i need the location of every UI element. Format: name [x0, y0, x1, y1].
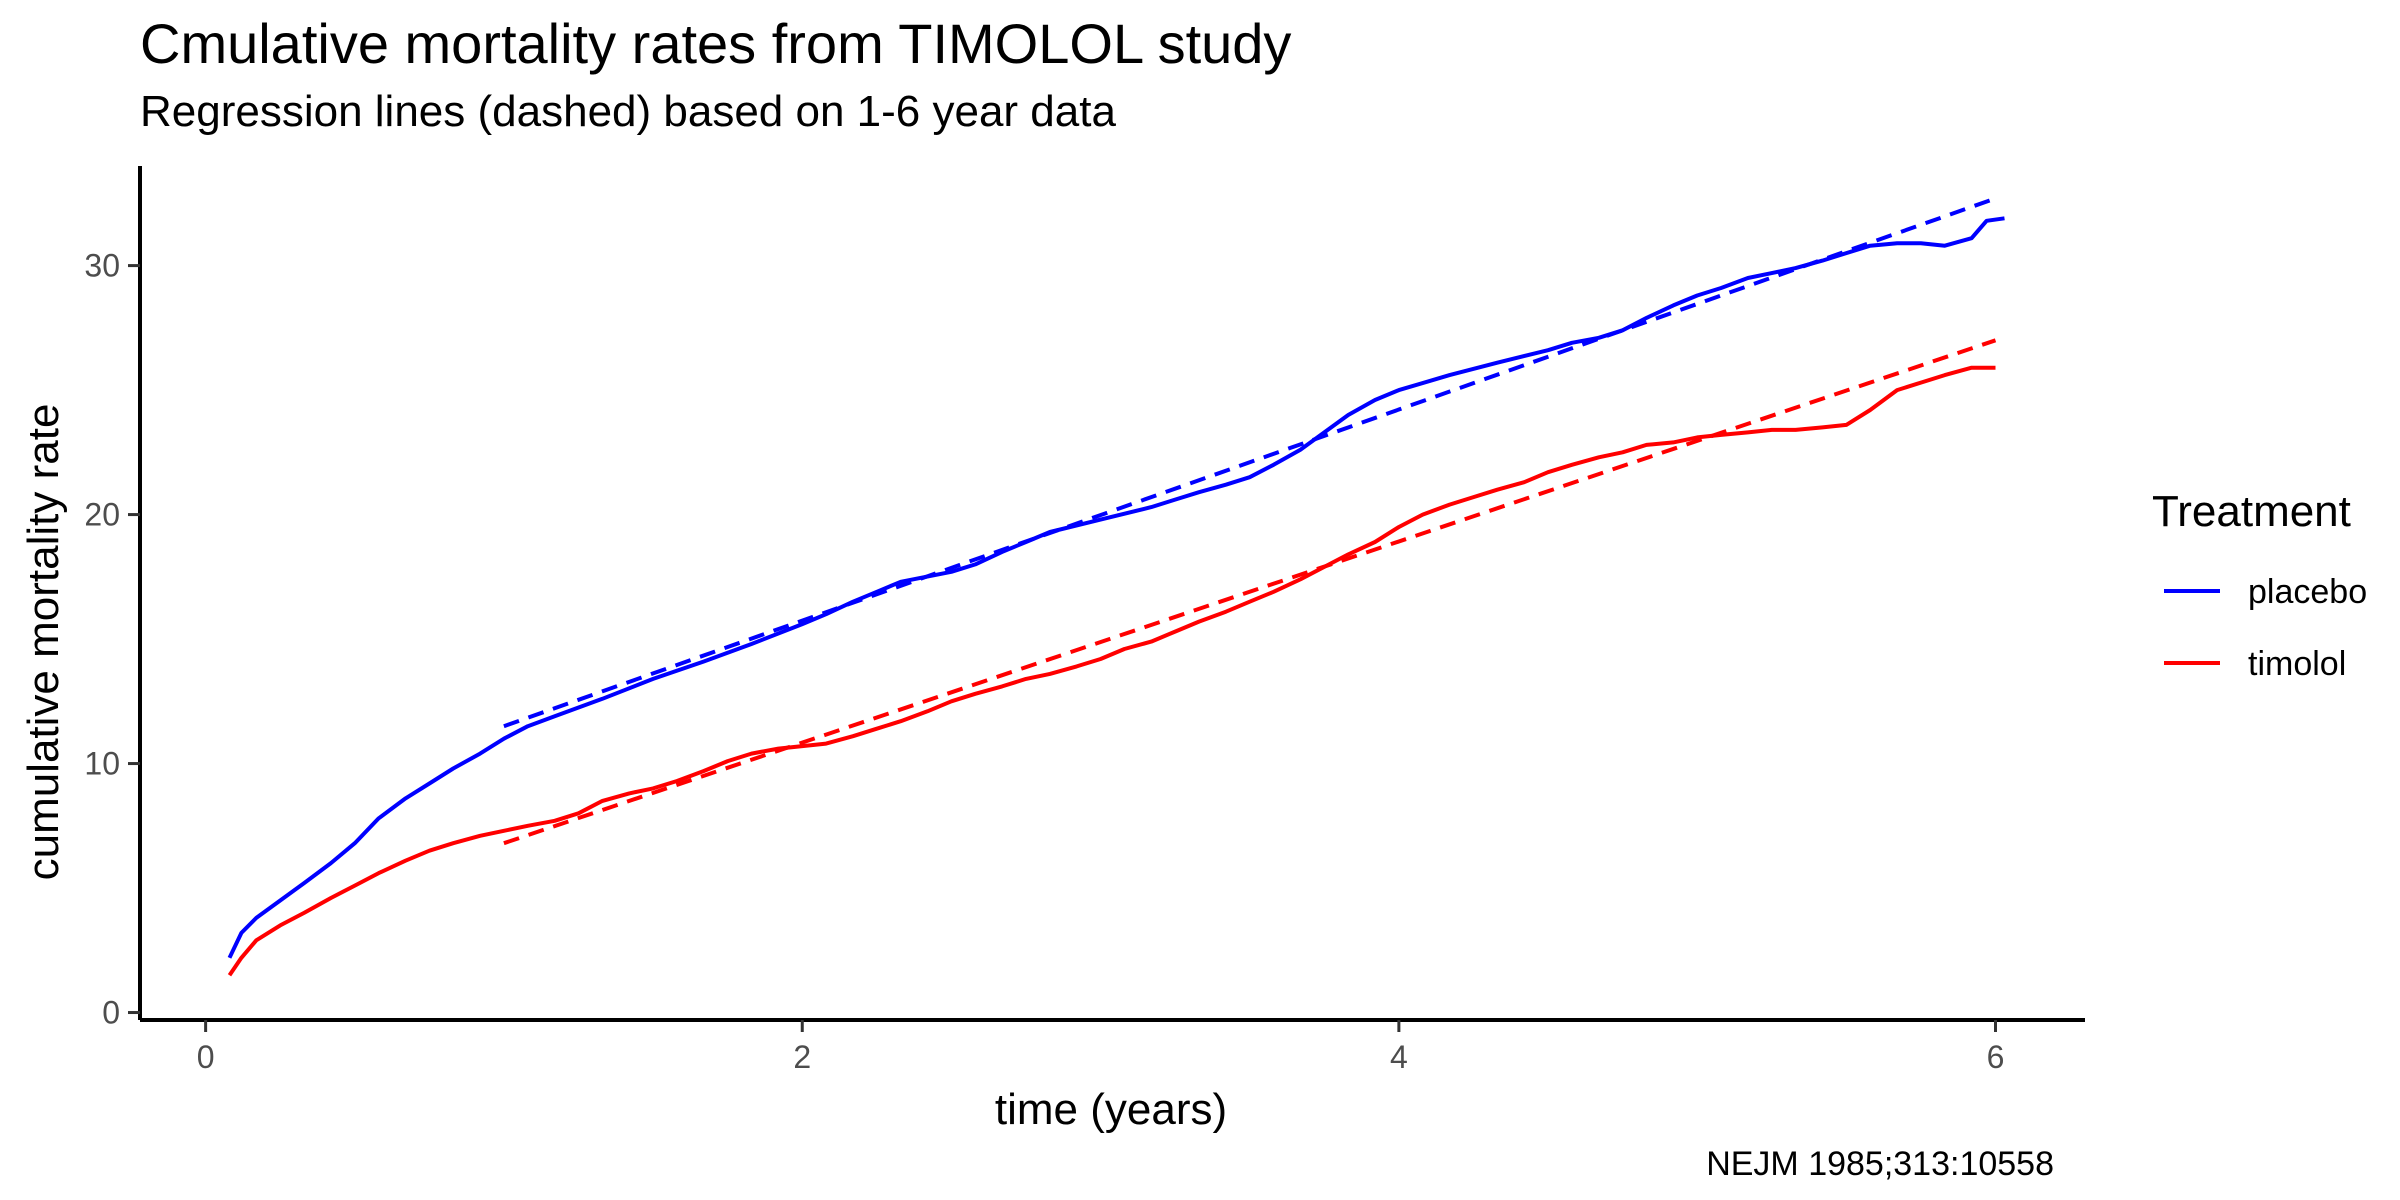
series-line-placebo	[227, 216, 2005, 959]
chart-caption: NEJM 1985;313:10558	[1706, 1145, 2054, 1183]
series-line-timolol	[227, 365, 1996, 977]
legend-label-placebo: placebo	[2248, 573, 2367, 611]
legend: Treatment placebo timolol	[2152, 487, 2367, 683]
axes-layer: 0 2 4 6 0 10 20 30	[84, 166, 2085, 1075]
x-tick-label: 0	[197, 1039, 215, 1075]
x-tick-label: 6	[1987, 1039, 2005, 1075]
series-line-regression-placebo-dashed	[503, 196, 1997, 729]
x-tick-label: 2	[793, 1039, 811, 1075]
y-tick-label: 30	[84, 248, 120, 284]
x-tick-label: 4	[1390, 1039, 1408, 1075]
y-axis-title: cumulative mortality rate	[19, 404, 68, 881]
series-layer	[227, 196, 2005, 977]
y-tick-label: 20	[84, 497, 120, 533]
series-line-regression-timolol-dashed	[503, 338, 1997, 846]
y-tick-label: 0	[102, 995, 120, 1031]
legend-title: Treatment	[2152, 487, 2351, 536]
x-axis-title: time (years)	[995, 1085, 1227, 1134]
chart-subtitle: Regression lines (dashed) based on 1-6 y…	[140, 87, 1116, 136]
legend-label-timolol: timolol	[2248, 645, 2346, 683]
chart-title: Cmulative mortality rates from TIMOLOL s…	[140, 12, 1292, 75]
y-tick-label: 10	[84, 746, 120, 782]
